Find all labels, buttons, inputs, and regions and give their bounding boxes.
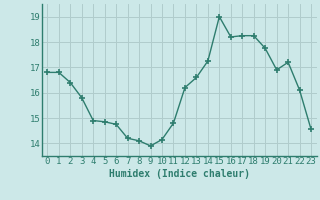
X-axis label: Humidex (Indice chaleur): Humidex (Indice chaleur) bbox=[109, 169, 250, 179]
